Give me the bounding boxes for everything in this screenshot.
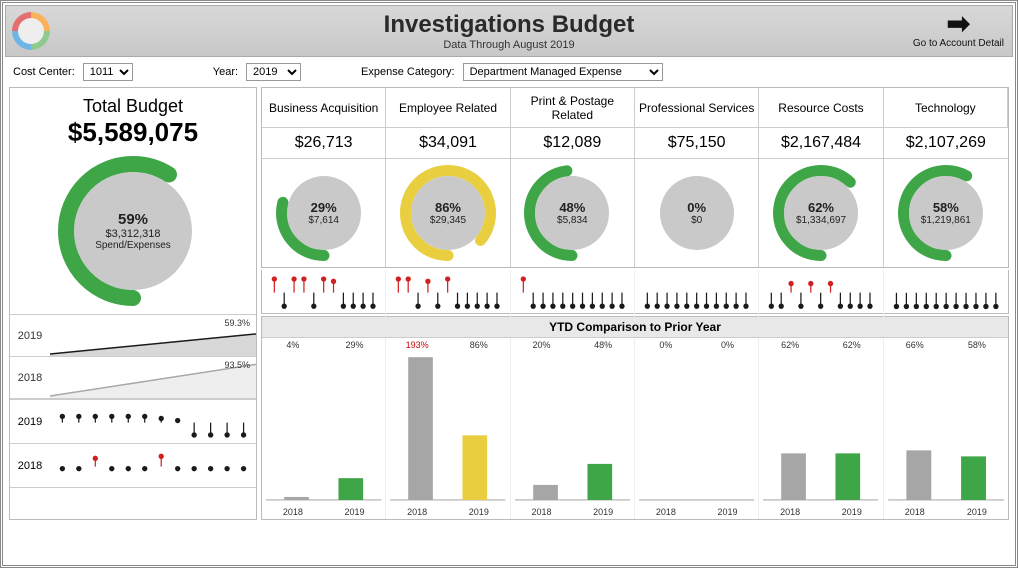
title-bar: Investigations Budget Data Through Augus… <box>5 5 1013 57</box>
category-budget: $34,091 <box>386 128 510 159</box>
total-budget-donut: 59%$3,312,318Spend/Expenses <box>58 156 208 306</box>
dot-chart <box>50 446 256 486</box>
category-donut: 86%$29,345 <box>386 159 510 267</box>
category-donut: 58%$1,219,861 <box>884 159 1008 267</box>
ytd-pct-label: 62% <box>759 340 821 350</box>
ytd-cell: 4% 2018 29% 2019 <box>262 338 386 519</box>
lollipop-cell <box>884 270 1008 321</box>
lollipop-row <box>261 270 1009 314</box>
ytd-block: YTD Comparison to Prior Year 4%201829%20… <box>261 316 1009 520</box>
ytd-cell: 20% 2018 48% 2019 <box>511 338 635 519</box>
year-dot-charts: 2019 2018 <box>10 399 256 488</box>
ytd-year-label: 2019 <box>821 507 883 517</box>
cost-center-label: Cost Center: <box>13 66 75 78</box>
lollipop-cell <box>635 270 759 321</box>
ytd-cell: 66% 2018 58% 2019 <box>884 338 1008 519</box>
page-title: Investigations Budget <box>384 11 635 39</box>
ytd-pct-label: 0% <box>635 340 697 350</box>
total-budget-value: $5,589,075 <box>14 117 252 148</box>
go-to-detail-button[interactable]: ➡ Go to Account Detail <box>913 10 1004 49</box>
category-budget: $2,107,269 <box>884 128 1008 159</box>
year-label: 2018 <box>10 460 50 472</box>
ytd-cell: 0% 2018 0% 2019 <box>635 338 759 519</box>
ytd-pct-label: 193% <box>386 340 448 350</box>
ytd-year-label: 2019 <box>572 507 634 517</box>
go-to-detail-label: Go to Account Detail <box>913 38 1004 49</box>
ytd-pct-label: 66% <box>884 340 946 350</box>
ytd-pct-label: 29% <box>324 340 386 350</box>
area-chart: 59.3% <box>50 316 256 356</box>
ytd-year-label: 2019 <box>946 507 1008 517</box>
ytd-pct-label: 4% <box>262 340 324 350</box>
category-donut: 62%$1,334,697 <box>759 159 883 267</box>
category-budget: $75,150 <box>635 128 759 159</box>
category-donut: 29%$7,614 <box>262 159 386 267</box>
expense-category-label: Expense Category: <box>361 66 455 78</box>
ytd-pct-label: 20% <box>511 340 573 350</box>
category-donut: 48%$5,834 <box>511 159 635 267</box>
year-dot-row: 2018 <box>10 444 256 488</box>
filter-bar: Cost Center: 1011 Year: 2019 Expense Cat… <box>5 57 1013 87</box>
ytd-pct-label: 58% <box>946 340 1008 350</box>
category-grid: Business AcquisitionEmployee RelatedPrin… <box>261 87 1009 268</box>
year-area-row: 2019 59.3% <box>10 315 256 357</box>
ytd-pct-label: 86% <box>448 340 510 350</box>
lollipop-cell <box>262 270 386 321</box>
category-header[interactable]: Print & Postage Related <box>511 88 635 128</box>
ytd-year-label: 2018 <box>884 507 946 517</box>
ytd-year-label: 2018 <box>511 507 573 517</box>
lollipop-cell <box>511 270 635 321</box>
category-header[interactable]: Employee Related <box>386 88 510 128</box>
ytd-year-label: 2018 <box>635 507 697 517</box>
area-chart: 93.5% <box>50 358 256 398</box>
ytd-year-label: 2019 <box>448 507 510 517</box>
ytd-chart: 4% 2018 29% 2019 193% 2018 86% 2019 20% 2018 48%… <box>262 338 1008 519</box>
year-area-charts: 2019 59.3% 2018 93.5% <box>10 314 256 399</box>
ytd-cell: 62% 2018 62% 2019 <box>759 338 883 519</box>
total-budget-label: Total Budget <box>14 96 252 117</box>
category-budget: $2,167,484 <box>759 128 883 159</box>
ytd-year-label: 2019 <box>697 507 759 517</box>
ytd-year-label: 2019 <box>324 507 386 517</box>
ytd-pct-label: 62% <box>821 340 883 350</box>
year-dot-row: 2019 <box>10 400 256 444</box>
ytd-year-label: 2018 <box>386 507 448 517</box>
ytd-year-label: 2018 <box>759 507 821 517</box>
left-panel: Total Budget $5,589,075 59%$3,312,318Spe… <box>9 87 257 520</box>
right-panel: Business AcquisitionEmployee RelatedPrin… <box>261 87 1009 520</box>
lollipop-cell <box>759 270 883 321</box>
arrow-right-icon: ➡ <box>913 10 1004 38</box>
certified-logo-icon <box>12 12 50 50</box>
expense-category-select[interactable]: Department Managed Expense <box>463 63 663 81</box>
category-budget: $12,089 <box>511 128 635 159</box>
ytd-year-label: 2018 <box>262 507 324 517</box>
year-select[interactable]: 2019 <box>246 63 301 81</box>
year-area-row: 2018 93.5% <box>10 357 256 399</box>
category-header[interactable]: Business Acquisition <box>262 88 386 128</box>
dot-chart <box>50 402 256 442</box>
ytd-cell: 193% 2018 86% 2019 <box>386 338 510 519</box>
lollipop-cell <box>386 270 510 321</box>
category-header[interactable]: Professional Services <box>635 88 759 128</box>
ytd-pct-label: 0% <box>697 340 759 350</box>
cost-center-select[interactable]: 1011 <box>83 63 133 81</box>
year-label: 2019 <box>10 416 50 428</box>
ytd-pct-label: 48% <box>572 340 634 350</box>
year-label: 2019 <box>10 330 50 342</box>
year-label: 2018 <box>10 372 50 384</box>
year-label: Year: <box>213 66 238 78</box>
category-budget: $26,713 <box>262 128 386 159</box>
category-donut: 0%$0 <box>635 159 759 267</box>
category-header[interactable]: Resource Costs <box>759 88 883 128</box>
page-subtitle: Data Through August 2019 <box>443 39 574 51</box>
category-header[interactable]: Technology <box>884 88 1008 128</box>
